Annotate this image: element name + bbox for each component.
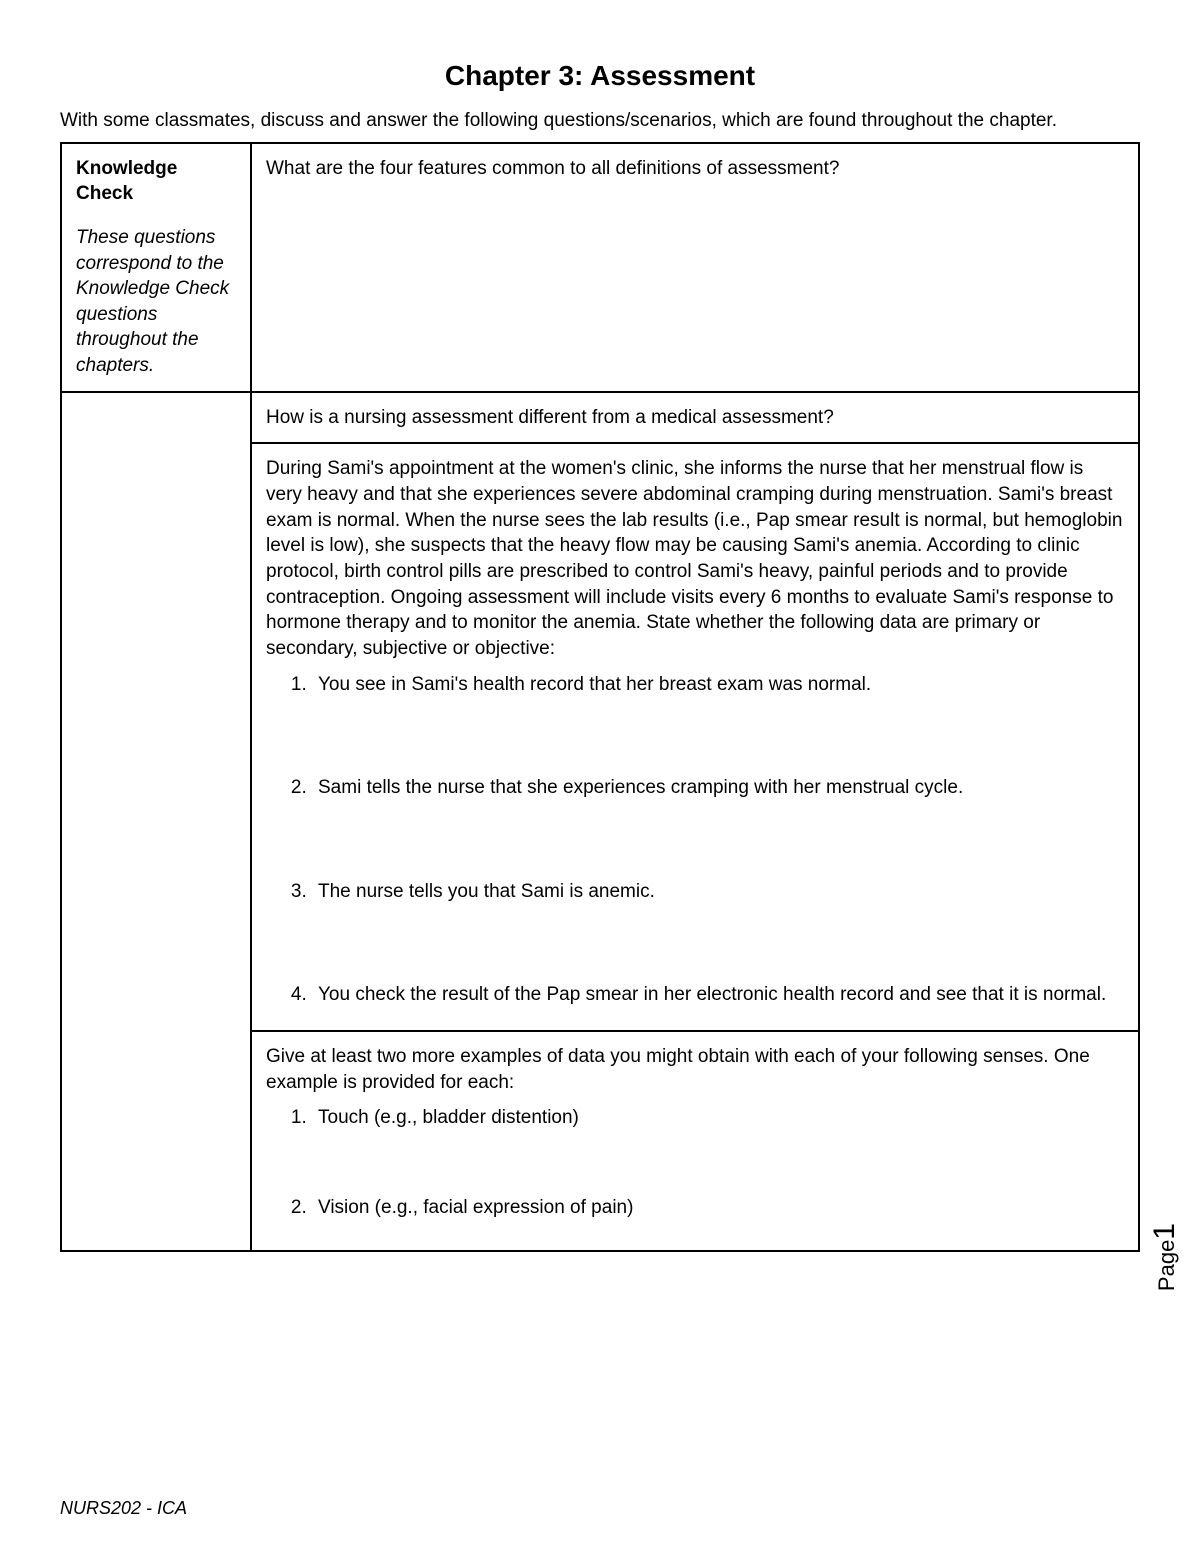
left-column-blank (61, 392, 251, 444)
scenario-item-1: You see in Sami's health record that her… (312, 672, 1124, 698)
left-column-header-cell: Knowledge Check These questions correspo… (61, 143, 251, 392)
left-column-blank (61, 443, 251, 1031)
page-number-value: 1 (1148, 1223, 1181, 1240)
question-cell-1: What are the four features common to all… (251, 143, 1139, 392)
knowledge-check-description: These questions correspond to the Knowle… (76, 225, 236, 379)
left-column-blank (61, 1031, 251, 1251)
scenario-item-3: The nurse tells you that Sami is anemic. (312, 879, 1124, 905)
page-label-text: Page (1154, 1240, 1179, 1291)
scenario-paragraph: During Sami's appointment at the women's… (266, 456, 1124, 661)
scenario-item-4: You check the result of the Pap smear in… (312, 982, 1124, 1008)
worksheet-table: Knowledge Check These questions correspo… (60, 142, 1140, 1252)
scenario-item-2: Sami tells the nurse that she experience… (312, 775, 1124, 801)
senses-list: Touch (e.g., bladder distention) Vision … (266, 1105, 1124, 1220)
document-page: Chapter 3: Assessment With some classmat… (0, 0, 1200, 1553)
question-2-text: How is a nursing assessment different fr… (266, 407, 834, 428)
scenario-cell: During Sami's appointment at the women's… (251, 443, 1139, 1031)
senses-item-2: Vision (e.g., facial expression of pain) (312, 1195, 1124, 1221)
footer-text: NURS202 - ICA (60, 1498, 187, 1519)
knowledge-check-heading: Knowledge Check (76, 156, 236, 207)
question-1-text: What are the four features common to all… (266, 158, 839, 179)
intro-text: With some classmates, discuss and answer… (60, 108, 1140, 134)
senses-cell: Give at least two more examples of data … (251, 1031, 1139, 1251)
senses-item-1: Touch (e.g., bladder distention) (312, 1105, 1124, 1131)
page-number-label: Page1 (1148, 1223, 1182, 1291)
question-cell-2: How is a nursing assessment different fr… (251, 392, 1139, 444)
chapter-title: Chapter 3: Assessment (60, 60, 1140, 92)
scenario-questions-list: You see in Sami's health record that her… (266, 672, 1124, 1009)
senses-intro-text: Give at least two more examples of data … (266, 1046, 1090, 1093)
